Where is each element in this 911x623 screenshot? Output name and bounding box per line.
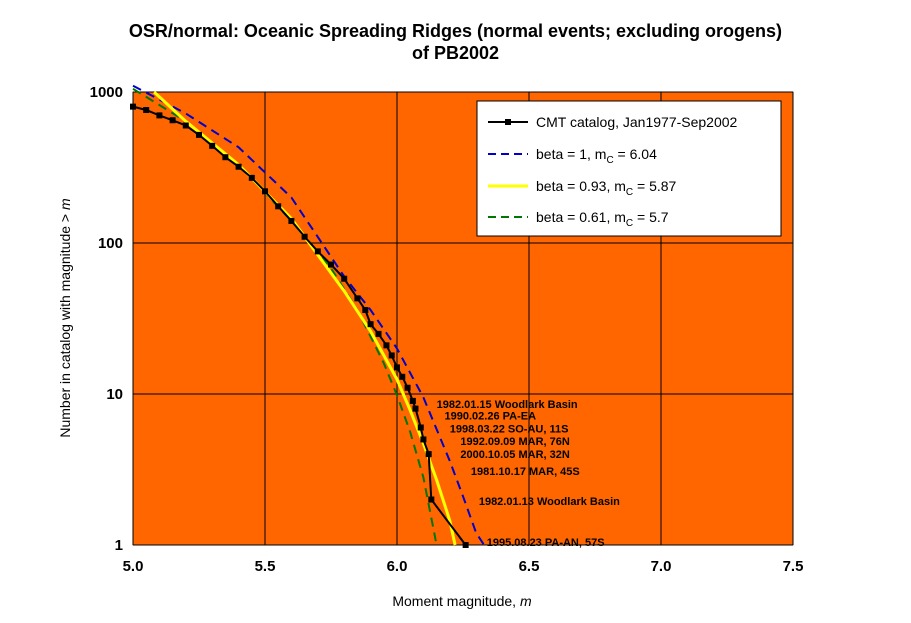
annotation-label: 1998.03.22 SO-AU, 11S [450, 424, 569, 436]
y-tick-label: 100 [98, 235, 123, 252]
legend-label-beta-093: beta = 0.93, mC = 5.87 [536, 178, 677, 198]
data-point [169, 117, 176, 124]
annotation-label: 2000.10.05 MAR, 32N [460, 449, 570, 461]
annotation-label: 1992.09.09 MAR, 76N [460, 436, 570, 448]
annotation-label: 1990.02.26 PA-EA [445, 411, 537, 423]
data-point [301, 233, 308, 240]
chart-title-line1: OSR/normal: Oceanic Spreading Ridges (no… [128, 21, 783, 41]
x-axis-label: Moment magnitude, m [392, 593, 532, 609]
y-axis-label: Number in catalog with magnitude > m [57, 198, 73, 438]
x-tick-label: 6.5 [519, 558, 540, 575]
annotation-label: 1995.08.23 PA-AN, 57S [487, 537, 605, 549]
data-point [314, 248, 321, 255]
x-tick-label: 7.5 [783, 558, 804, 575]
data-point [354, 295, 361, 302]
y-tick-label: 1000 [90, 84, 123, 101]
x-axis-ticks: 5.0 5.5 6.0 6.5 7.0 7.5 [123, 558, 804, 575]
data-point [425, 451, 432, 458]
data-point [362, 306, 369, 313]
legend-label-beta-1: beta = 1, mC = 6.04 [536, 146, 657, 166]
chart-title: OSR/normal: Oceanic Spreading Ridges (no… [0, 20, 911, 64]
series-line-1 [132, 84, 485, 546]
data-point [367, 321, 374, 328]
chart-title-line2: of PB2002 [411, 43, 500, 63]
gridlines [132, 91, 794, 546]
data-point [417, 424, 424, 431]
y-axis-ticks: 1 10 100 1000 [90, 84, 123, 554]
annotation-label: 1982.01.13 Woodlark Basin [479, 496, 620, 508]
x-tick-label: 7.0 [651, 558, 672, 575]
data-point [262, 188, 268, 195]
data-point [383, 342, 390, 349]
data-point [143, 106, 150, 113]
data-point [420, 436, 427, 443]
legend-label-cmt: CMT catalog, Jan1977-Sep2002 [536, 114, 738, 130]
series-layer [130, 84, 485, 548]
x-tick-label: 5.5 [255, 558, 276, 575]
data-point [288, 217, 295, 224]
data-point [182, 122, 189, 129]
data-point [375, 330, 382, 337]
legend: CMT catalog, Jan1977-Sep2002 beta = 1, m… [476, 100, 782, 237]
y-tick-label: 10 [106, 386, 123, 403]
data-point [222, 154, 229, 161]
data-point [428, 496, 435, 503]
y-tick-label: 1 [115, 537, 123, 554]
data-point [399, 373, 406, 380]
data-point [235, 163, 242, 170]
data-point [394, 364, 400, 371]
x-tick-label: 6.0 [387, 558, 408, 575]
data-point [156, 112, 163, 119]
data-point [209, 142, 216, 149]
data-point [462, 542, 469, 548]
annotation-label: 1981.10.17 MAR, 45S [471, 466, 580, 478]
data-point [341, 275, 348, 282]
series-line-2 [153, 90, 457, 546]
data-point [248, 174, 255, 181]
data-point [196, 131, 202, 138]
x-tick-label: 5.0 [123, 558, 144, 575]
data-point [275, 203, 282, 210]
annotation-label: 1982.01.15 Woodlark Basin [437, 399, 578, 411]
data-point [404, 384, 411, 391]
data-point [328, 261, 334, 268]
legend-label-beta-061: beta = 0.61, mC = 5.7 [536, 209, 669, 229]
data-point [130, 103, 136, 110]
data-point [388, 352, 395, 359]
data-point [412, 405, 419, 412]
data-point [409, 397, 416, 404]
